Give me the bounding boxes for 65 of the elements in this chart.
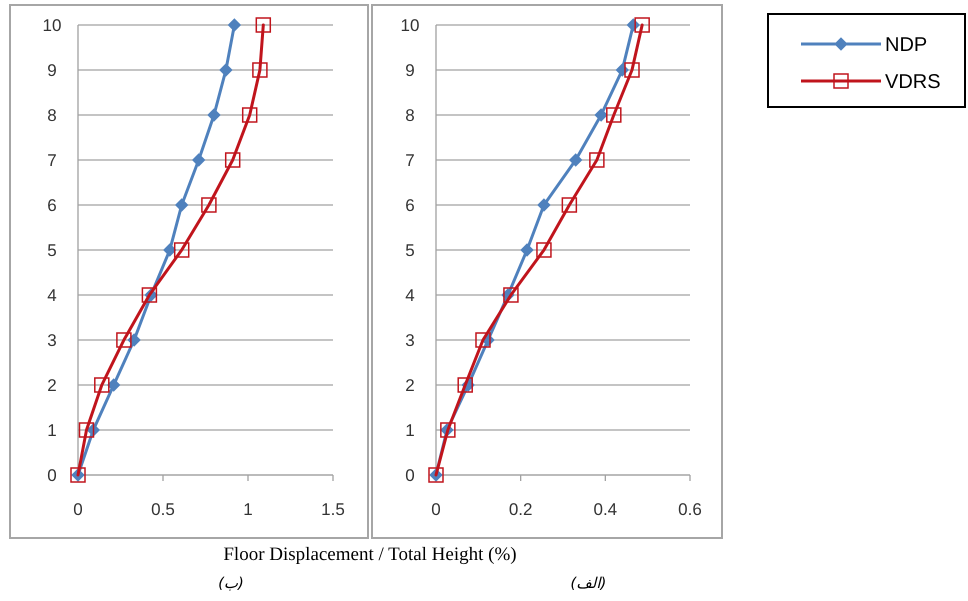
x-tick-label: 0.5 xyxy=(151,500,175,519)
point xyxy=(589,152,605,168)
point xyxy=(201,197,217,213)
point xyxy=(219,64,232,76)
x-tick-label: 0.6 xyxy=(678,500,702,519)
y-tick-label: 4 xyxy=(405,286,415,305)
x-tick-label: 1.5 xyxy=(321,500,345,519)
point xyxy=(78,422,94,438)
y-tick-label: 7 xyxy=(405,151,415,170)
point xyxy=(163,244,176,256)
y-tick-label: 10 xyxy=(400,16,420,35)
point xyxy=(520,244,534,256)
y-tick-label: 8 xyxy=(47,106,57,125)
x-tick-label: 0.2 xyxy=(508,500,532,519)
y-tick-label: 1 xyxy=(47,421,57,440)
text: (الف) xyxy=(570,574,606,592)
point xyxy=(537,198,550,212)
point xyxy=(174,242,190,258)
y-tick-label: 3 xyxy=(405,331,415,350)
point xyxy=(457,377,473,393)
legend-label: NDP xyxy=(885,34,928,56)
text: (ب) xyxy=(218,574,244,592)
x-tick-label: 0.4 xyxy=(594,500,618,519)
x-tick-label: 0 xyxy=(73,500,83,519)
point xyxy=(503,287,519,303)
y-tick-label: 2 xyxy=(405,376,415,395)
y-tick-label: 0 xyxy=(405,466,415,485)
x-axis-title: Floor Displacement / Total Height (%) xyxy=(223,544,517,565)
y-tick-label: 9 xyxy=(405,61,415,80)
y-tick-label: 10 xyxy=(42,16,62,35)
y-tick-label: 2 xyxy=(47,376,57,395)
y-tick-label: 1 xyxy=(405,421,415,440)
point xyxy=(208,108,220,122)
y-tick-label: 9 xyxy=(47,61,57,80)
y-tick-label: 4 xyxy=(47,286,57,305)
y-tick-label: 7 xyxy=(47,151,57,170)
x-tick-label: 1 xyxy=(243,500,253,519)
point xyxy=(192,154,206,166)
y-tick-label: 0 xyxy=(47,466,57,485)
y-tick-label: 3 xyxy=(47,331,57,350)
y-tick-label: 5 xyxy=(47,241,57,260)
point xyxy=(107,378,120,392)
point xyxy=(594,108,608,122)
legend-label: VDRS xyxy=(885,71,941,93)
point xyxy=(116,332,132,348)
y-tick-label: 6 xyxy=(47,196,57,215)
point xyxy=(94,377,110,393)
point xyxy=(175,198,188,212)
point xyxy=(475,332,491,348)
point xyxy=(242,107,258,123)
y-tick-label: 5 xyxy=(405,241,415,260)
point xyxy=(562,197,578,213)
point xyxy=(228,18,241,32)
point xyxy=(256,17,272,33)
point xyxy=(142,287,158,303)
y-tick-label: 6 xyxy=(405,196,415,215)
x-tick-label: 0 xyxy=(431,500,441,519)
point xyxy=(569,154,582,166)
y-tick-label: 8 xyxy=(405,106,415,125)
point xyxy=(536,242,552,258)
point xyxy=(606,107,622,123)
point xyxy=(634,17,650,33)
point xyxy=(624,62,640,78)
point xyxy=(252,62,268,78)
point xyxy=(224,152,240,168)
